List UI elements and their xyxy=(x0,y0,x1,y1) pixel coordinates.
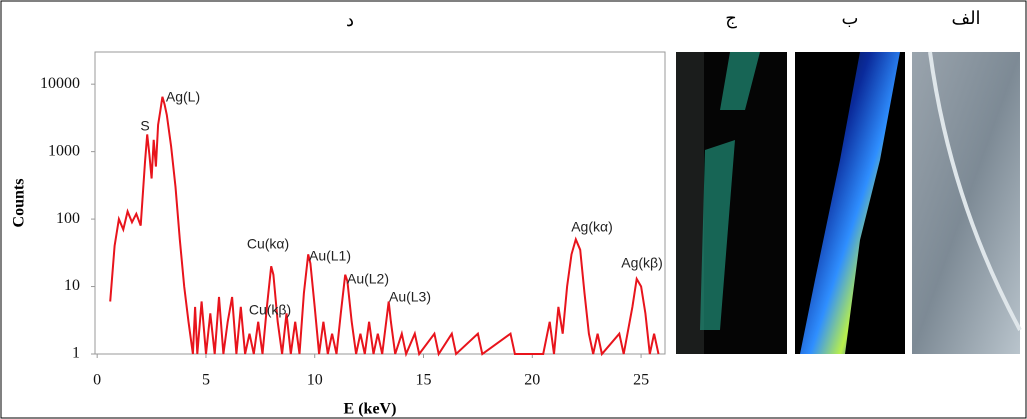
peak-label: Cu(kα) xyxy=(247,236,289,252)
image-panel xyxy=(676,52,787,354)
x-tick-label: 15 xyxy=(416,372,432,389)
image-label: ب xyxy=(842,8,859,28)
peak-label: Ag(kα) xyxy=(571,219,613,235)
x-tick-label: 10 xyxy=(307,372,323,389)
image-label: ج xyxy=(725,8,737,29)
x-tick-label: 25 xyxy=(633,372,649,389)
image-label: الف xyxy=(951,8,980,28)
y-tick-label: 1000 xyxy=(48,142,80,159)
peak-label: Au(L2) xyxy=(347,271,389,287)
peak-label: Cu(kβ) xyxy=(249,302,291,318)
x-tick-label: 20 xyxy=(524,372,540,389)
peak-label: S xyxy=(140,118,149,134)
plot-area xyxy=(94,51,666,355)
image-panel xyxy=(795,52,905,354)
peak-label: Ag(kβ) xyxy=(621,255,663,271)
x-axis-label: E (keV) xyxy=(344,401,397,418)
series-line xyxy=(109,96,660,358)
chart-title: د xyxy=(346,10,354,30)
y-tick-label: 10000 xyxy=(40,75,80,92)
image-panel xyxy=(912,51,1022,354)
x-tick-label: 0 xyxy=(93,372,101,389)
y-tick-label: 100 xyxy=(56,210,80,227)
y-tick-label: 10 xyxy=(64,277,80,294)
y-tick-label: 1 xyxy=(72,345,80,362)
peak-label: Ag(L) xyxy=(166,89,200,105)
peak-label: Au(L1) xyxy=(309,248,351,264)
x-tick-label: 5 xyxy=(202,372,210,389)
y-axis-label: Counts xyxy=(11,179,28,228)
peak-label: Au(L3) xyxy=(389,289,431,305)
